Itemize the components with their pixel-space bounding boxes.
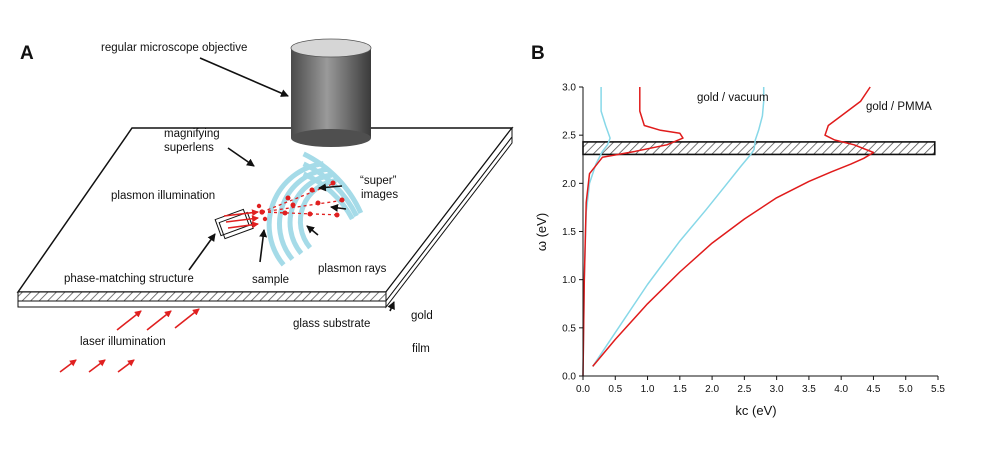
curve-loss-pmma xyxy=(582,87,684,377)
gold-film-layer xyxy=(17,291,387,302)
label-film: film xyxy=(412,343,430,355)
cylinder-bottom xyxy=(291,129,371,147)
phase-matching-grating xyxy=(214,208,259,240)
label-glass-substrate: glass substrate xyxy=(293,318,370,330)
x-tick-label: 5.5 xyxy=(931,384,945,395)
label-phase-matching: phase-matching structure xyxy=(64,273,194,285)
curve-dispersion xyxy=(592,87,765,367)
label-objective: regular microscope objective xyxy=(101,42,247,54)
substrate-slab xyxy=(16,126,514,309)
x-tick-label: 4.5 xyxy=(867,384,881,395)
glass-substrate-layer xyxy=(17,300,387,308)
y-tick-label: 0.0 xyxy=(562,372,576,383)
x-tick-label: 2.5 xyxy=(737,384,751,395)
x-tick-label: 0.5 xyxy=(608,384,622,395)
panel-b-letter: B xyxy=(531,43,545,64)
plasmon-rays xyxy=(261,182,346,216)
slab-top-face xyxy=(16,127,514,293)
cylinder-top xyxy=(290,38,372,58)
cylinder-body xyxy=(291,48,371,138)
panel-b: B 0.0 0.5 1.0 1.5 2.0 2.5 3.0 3.5 4.0 4.5 5.0 5.50.… xyxy=(531,43,945,418)
plasmon-band xyxy=(582,141,936,156)
y-tick-label: 1.5 xyxy=(562,227,576,238)
y-tick-label: 0.5 xyxy=(562,323,576,334)
sample-dots xyxy=(256,203,268,222)
label-super: “super” xyxy=(360,175,397,187)
slab-side-bottom xyxy=(385,135,513,309)
y-tick-label: 1.0 xyxy=(562,275,576,286)
y-tick-label: 2.5 xyxy=(562,131,576,142)
curve-label-pmma: gold / PMMA xyxy=(866,101,932,113)
x-tick-label: 3.0 xyxy=(770,384,784,395)
label-superlens: superlens xyxy=(164,142,214,154)
y-axis-title: ω (eV) xyxy=(534,213,549,251)
x-tick-label: 1.0 xyxy=(641,384,655,395)
label-images: images xyxy=(361,189,398,201)
super-images xyxy=(282,180,345,218)
panel-a: A xyxy=(16,38,514,373)
x-tick-label: 0.0 xyxy=(576,384,590,395)
objective-cylinder xyxy=(290,38,372,147)
label-plasmon-illumination: plasmon illumination xyxy=(111,190,215,202)
label-magnifying: magnifying xyxy=(164,128,220,140)
x-tick-label: 4.0 xyxy=(834,384,848,395)
label-laser-illumination: laser illumination xyxy=(80,336,166,348)
label-sample: sample xyxy=(252,274,289,286)
leader-arrows xyxy=(188,57,395,312)
x-tick-label: 5.0 xyxy=(899,384,913,395)
x-axis-title: kc (eV) xyxy=(735,403,776,418)
x-tick-label: 3.5 xyxy=(802,384,816,395)
dispersion-chart: 0.0 0.5 1.0 1.5 2.0 2.5 3.0 3.5 4.0 4.5 5.0 5.5 0.0 0… xyxy=(562,83,945,396)
curve-loss-vacuum xyxy=(582,87,611,377)
x-tick-label: 1.5 xyxy=(673,384,687,395)
y-tick-label: 2.0 xyxy=(562,179,576,190)
laser-arrows xyxy=(59,308,200,373)
x-tick-label: 2.0 xyxy=(705,384,719,395)
label-gold: gold xyxy=(411,310,433,322)
label-plasmon-rays: plasmon rays xyxy=(318,263,387,275)
curve-label-vacuum: gold / vacuum xyxy=(697,92,769,104)
y-tick-label: 3.0 xyxy=(562,83,576,94)
panel-a-letter: A xyxy=(20,43,34,64)
curve-dispersion xyxy=(592,86,875,367)
